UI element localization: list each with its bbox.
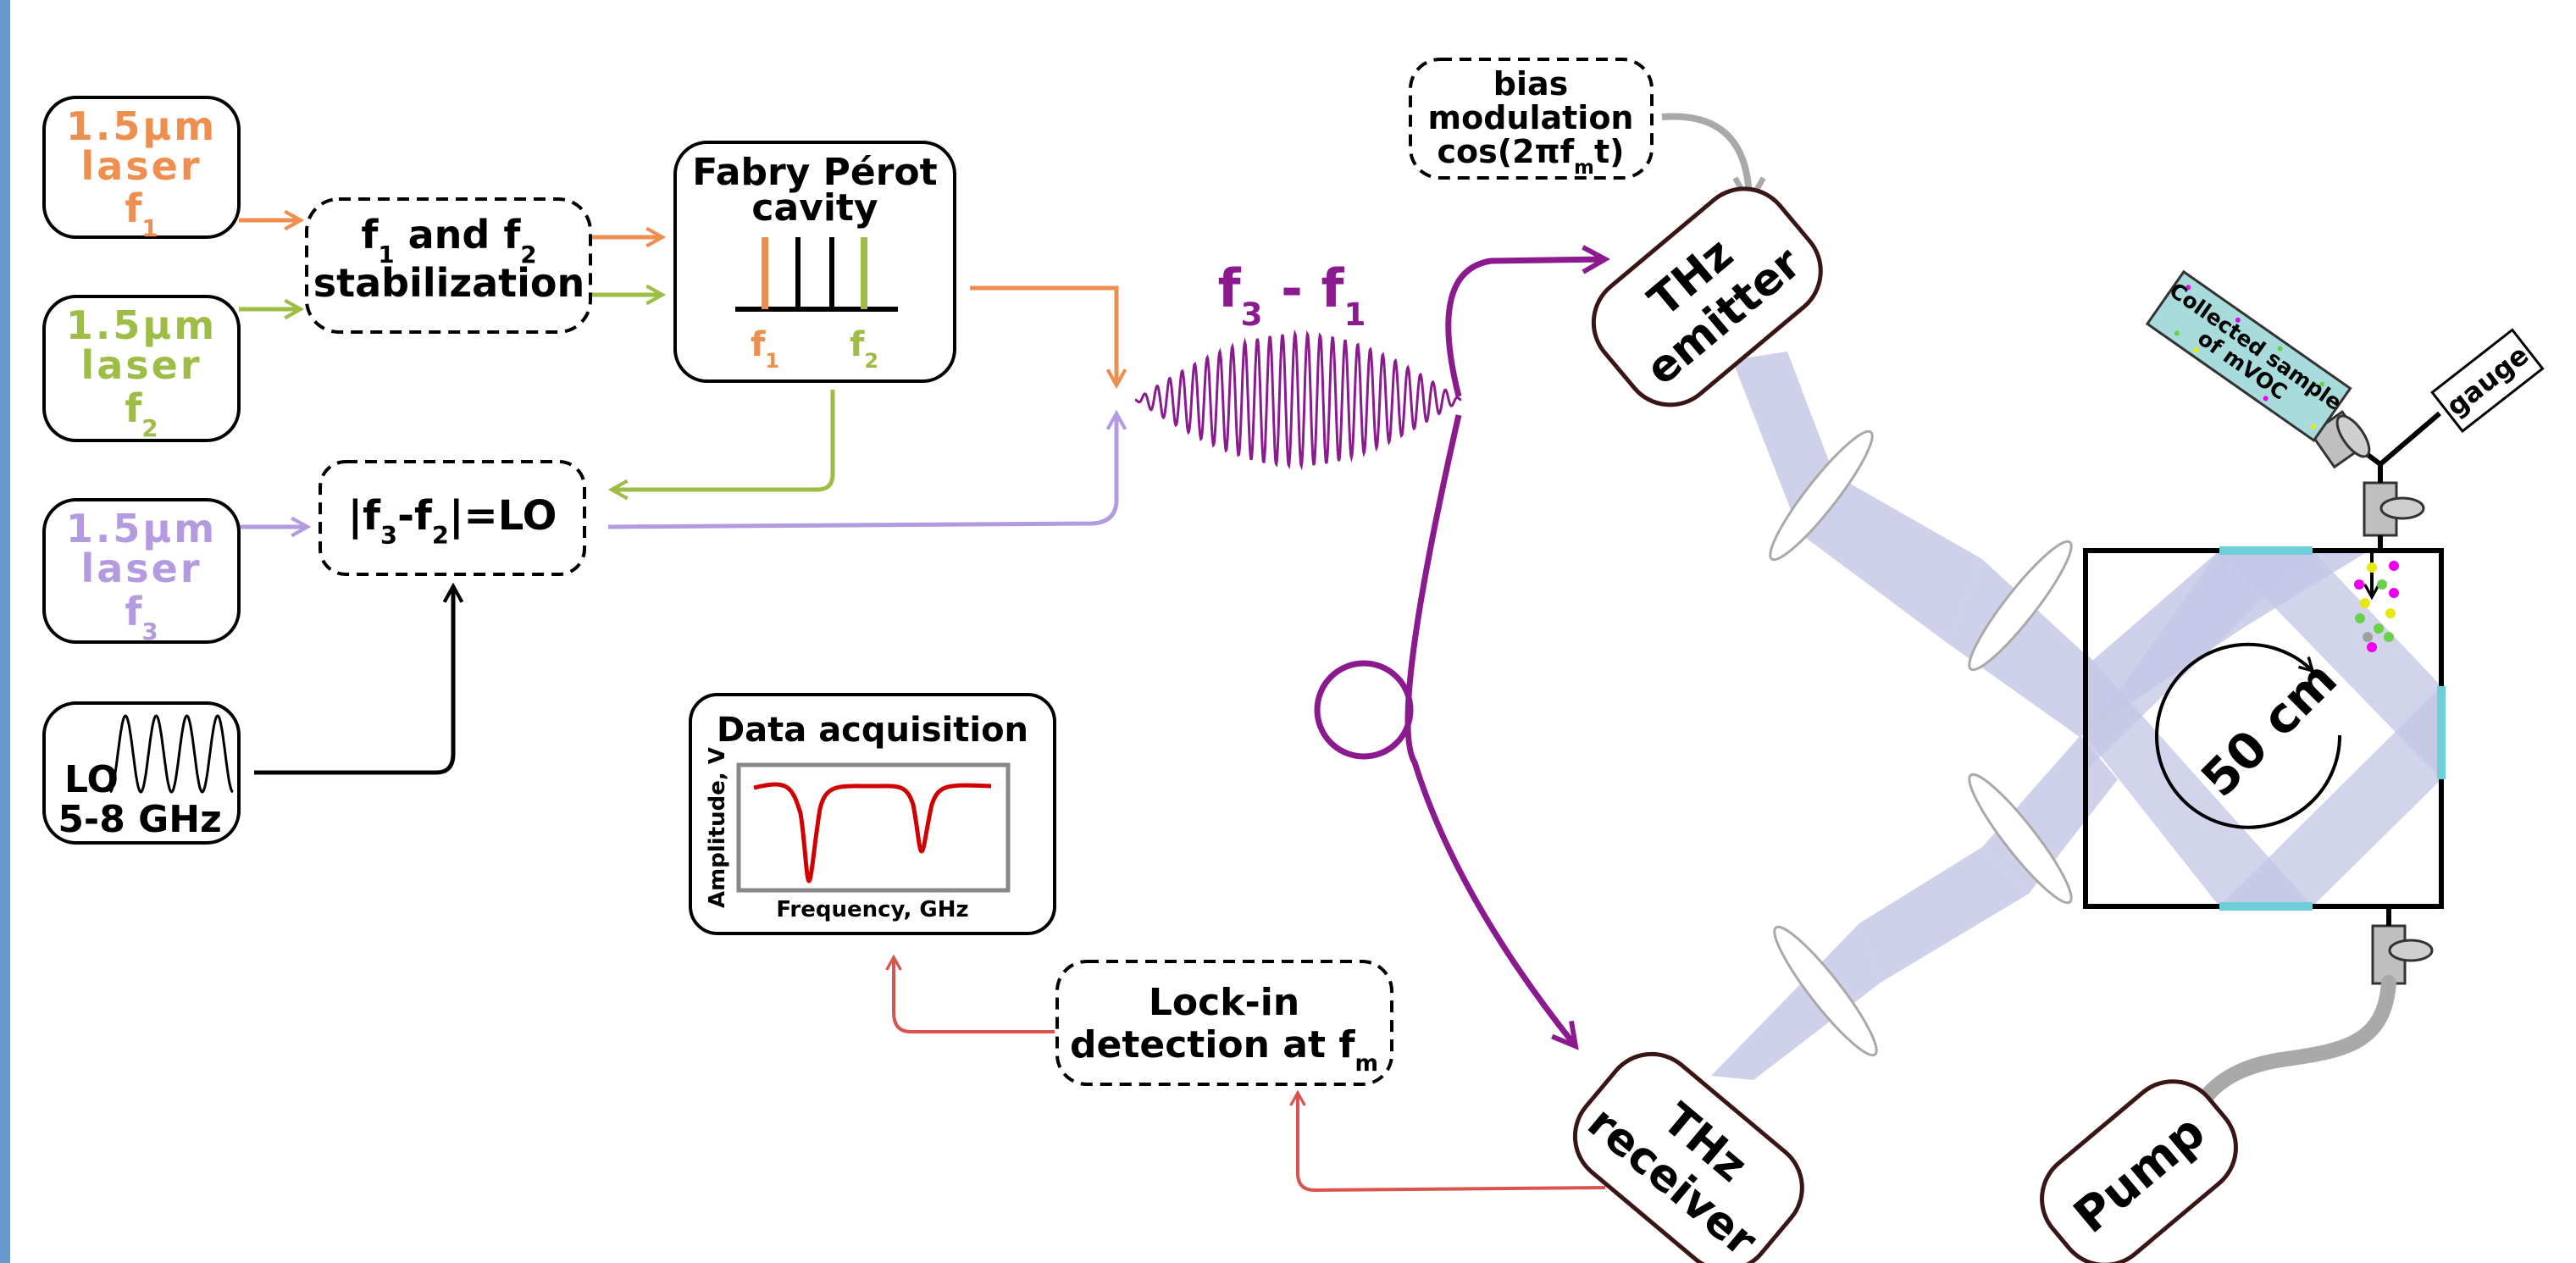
svg-text:f2: f2 [850,325,878,373]
svg-text:f2: f2 [125,385,158,442]
mvoc-particles [2354,561,2399,652]
svg-text:Frequency, GHz: Frequency, GHz [776,897,968,922]
laser-f2: 1.5μm laser f2 [42,295,241,442]
lens [1968,773,2073,905]
svg-text:laser: laser [80,342,202,388]
svg-text:f1 and f2: f1 and f2 [361,212,536,269]
svg-text:cos(2πfmt): cos(2πfmt) [1438,133,1625,179]
svg-text:f3: f3 [125,589,158,645]
svg-text:laser: laser [80,546,202,591]
lo-source: LO 5-8 GHz [42,701,241,845]
lo-sine [109,714,234,794]
svg-text:5-8 GHz: 5-8 GHz [58,798,221,841]
fabry-perot-cavity: Fabry Pérot cavity f1 f2 [673,141,956,383]
svg-text:bias: bias [1493,65,1569,102]
lock-in-detection: Lock-in detection at fm [1055,960,1393,1086]
stabilization-box: f1 and f2 stabilization [305,197,592,334]
svg-text:detection at fm: detection at fm [1070,1023,1378,1077]
svg-text:Amplitude, V: Amplitude, V [705,747,730,908]
svg-text:cavity: cavity [751,186,878,230]
svg-text:Fabry Pérot: Fabry Pérot [692,151,937,194]
svg-text:|f3-f2|=LO: |f3-f2|=LO [348,492,557,550]
lo-relation-box: |f3-f2|=LO [319,460,586,576]
svg-text:stabilization: stabilization [313,260,585,306]
circulation-arrow [2155,642,2342,829]
beat-label: f3 - f1 [1218,258,1366,333]
thz-receiver: THz receiver [1572,1051,1804,1263]
svg-text:1.5μm: 1.5μm [66,103,217,149]
lens [1968,540,2073,672]
svg-text:f1: f1 [751,325,779,373]
data-acquisition: Data acquisition Frequency, GHz Amplitud… [689,693,1056,935]
vacuum-parts: Collected sample of mVOC gauge [2145,269,2545,1109]
spectrum-trace [753,782,992,884]
pump-hose [2195,975,2396,1109]
bias-modulation-box: bias modulation cos(2πfmt) [1409,58,1654,180]
beat-signal [1134,329,1462,471]
sample-bag [2145,269,2352,443]
frame-edge [0,0,10,1263]
svg-text:f1: f1 [125,186,158,242]
svg-text:LO: LO [64,758,119,801]
gauge-box [2430,328,2545,434]
svg-text:Lock-in: Lock-in [1149,981,1299,1024]
fiber-loop [1314,660,1414,760]
lenses [1769,429,2073,1057]
svg-text:1.5μm: 1.5μm [66,506,217,551]
laser-f1: 1.5μm laser f1 [42,96,241,242]
svg-text:1.5μm: 1.5μm [66,302,217,348]
svg-text:laser: laser [80,143,202,189]
svg-text:modulation: modulation [1428,99,1634,136]
laser-f3: 1.5μm laser f3 [42,498,241,645]
lens [1769,429,1874,562]
lens [1773,925,1878,1057]
svg-text:Data acquisition: Data acquisition [717,711,1028,750]
connections [239,113,1749,1193]
